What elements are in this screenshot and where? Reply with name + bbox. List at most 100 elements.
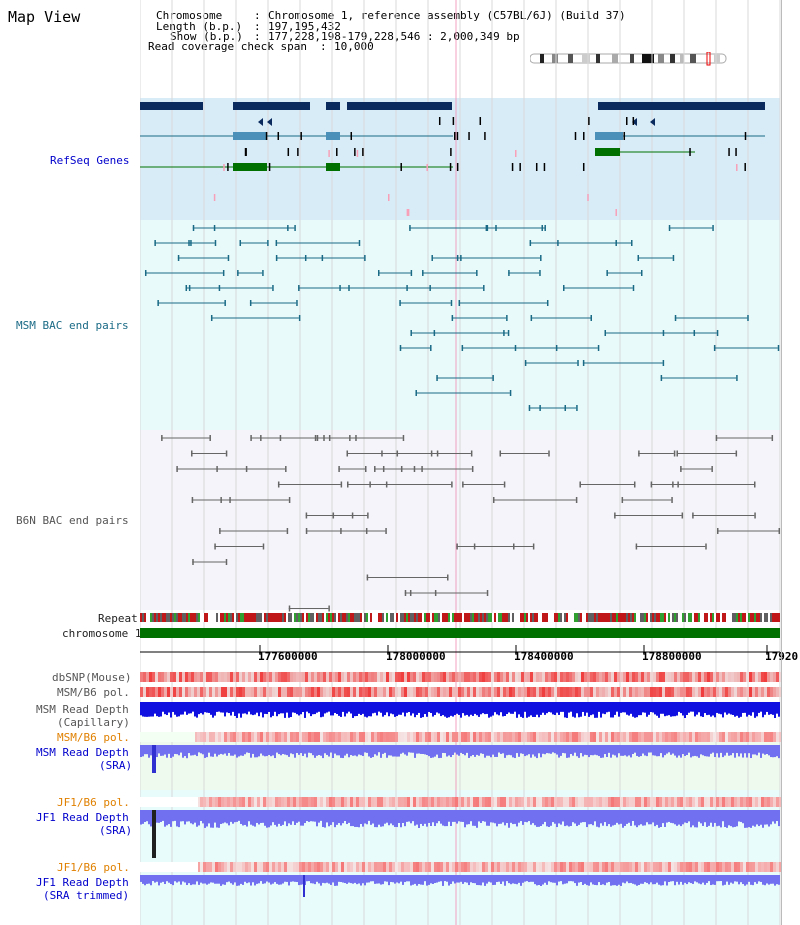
pol-heat-cell bbox=[341, 862, 344, 872]
depth-bar bbox=[664, 875, 666, 882]
pol-heat-cell bbox=[530, 862, 533, 872]
repeat-mark bbox=[222, 613, 224, 622]
gene-exon-tick bbox=[336, 148, 338, 156]
pol-heat-cell bbox=[569, 862, 572, 872]
depth-bar bbox=[324, 810, 326, 828]
depth-bar bbox=[146, 875, 148, 884]
depth-bar bbox=[686, 810, 688, 824]
depth-bar bbox=[570, 702, 572, 712]
depth-bar bbox=[332, 875, 334, 883]
pol-heat-cell bbox=[518, 797, 521, 807]
pol-heat-cell bbox=[665, 797, 668, 807]
msm-bac-end bbox=[529, 240, 532, 246]
repeat-mark bbox=[454, 613, 456, 622]
pol-heat-cell bbox=[470, 687, 473, 697]
depth-bar bbox=[616, 702, 618, 712]
track-label-dbsnp[interactable]: dbSNP(Mouse) bbox=[52, 671, 132, 684]
gene-exon-tick bbox=[277, 132, 280, 140]
depth-bar bbox=[344, 875, 346, 884]
depth-bar bbox=[342, 810, 344, 824]
repeat-mark bbox=[258, 613, 260, 622]
pol-heat-cell bbox=[608, 797, 611, 807]
depth-bar bbox=[620, 702, 622, 713]
pol-heat-cell bbox=[266, 732, 269, 742]
gene-exon-tick bbox=[287, 148, 290, 156]
pol-heat-cell bbox=[524, 862, 527, 872]
depth-bar bbox=[370, 810, 372, 825]
msm-bac-end bbox=[213, 225, 216, 231]
repeat-mark bbox=[364, 613, 366, 622]
depth-bar bbox=[762, 702, 764, 718]
track-label-jf1-depth-sra[interactable]: JF1 Read Depth bbox=[36, 811, 129, 824]
track-label-msm-depth-sra[interactable]: MSM Read Depth bbox=[36, 746, 129, 759]
track-label-b6n-bac[interactable]: B6N BAC end pairs bbox=[16, 514, 129, 527]
depth-bar bbox=[704, 702, 706, 714]
pol-heat-cell bbox=[398, 687, 401, 697]
gene-exon-tick bbox=[626, 117, 628, 125]
pol-heat-cell bbox=[242, 672, 245, 682]
track-label-jf1-b6-pol-2[interactable]: JF1/B6 pol. bbox=[57, 861, 130, 874]
b6n-bac-end bbox=[338, 466, 340, 472]
pol-heat-cell bbox=[350, 732, 353, 742]
depth-bar bbox=[678, 875, 680, 885]
depth-bar bbox=[500, 745, 502, 754]
depth-bar bbox=[140, 702, 142, 716]
depth-bar bbox=[516, 702, 518, 718]
pol-heat-cell bbox=[254, 687, 257, 697]
track-label-jf1-b6-pol[interactable]: JF1/B6 pol. bbox=[57, 796, 130, 809]
pol-heat-cell bbox=[242, 797, 245, 807]
repeat-mark bbox=[688, 613, 690, 622]
depth-bar bbox=[246, 702, 248, 715]
track-label-msm-b6-pol[interactable]: MSM/B6 pol. bbox=[57, 686, 130, 699]
pol-heat-cell bbox=[230, 732, 233, 742]
pol-heat-cell bbox=[542, 797, 545, 807]
track-label-msm-bac[interactable]: MSM BAC end pairs bbox=[16, 319, 129, 332]
repeat-mark bbox=[760, 613, 762, 622]
depth-bar bbox=[418, 745, 420, 754]
msm-bac-end bbox=[668, 225, 671, 231]
pol-heat-cell bbox=[383, 687, 386, 697]
pol-heat-cell bbox=[734, 672, 737, 682]
snp-mark bbox=[736, 164, 738, 171]
depth-bar bbox=[290, 745, 292, 754]
repeat-mark bbox=[510, 613, 512, 622]
repeat-mark bbox=[156, 613, 158, 622]
pol-heat-cell bbox=[497, 672, 500, 682]
pol-heat-cell bbox=[395, 687, 398, 697]
track-label-msm-b6-pol-2[interactable]: MSM/B6 pol. bbox=[57, 731, 130, 744]
pol-heat-cell bbox=[776, 862, 779, 872]
repeat-mark bbox=[448, 613, 450, 622]
pol-heat-cell bbox=[689, 862, 692, 872]
depth-bar bbox=[496, 810, 498, 827]
track-label-refseq[interactable]: RefSeq Genes bbox=[50, 154, 130, 167]
pol-heat-cell bbox=[203, 862, 206, 872]
depth-bar bbox=[184, 745, 186, 757]
pol-heat-cell bbox=[623, 797, 626, 807]
b6n-bac-end bbox=[262, 543, 265, 550]
repeat-mark bbox=[482, 613, 484, 622]
pol-heat-cell bbox=[443, 672, 446, 682]
pol-heat-cell bbox=[425, 797, 428, 807]
chromosome-ideogram[interactable] bbox=[530, 52, 730, 66]
b6n-bac-end bbox=[220, 497, 222, 503]
depth-bar bbox=[644, 875, 646, 883]
track-label-jf1-depth-trim[interactable]: JF1 Read Depth bbox=[36, 876, 129, 889]
depth-bar bbox=[212, 810, 214, 828]
depth-bar bbox=[762, 875, 764, 885]
depth-bar bbox=[328, 875, 330, 884]
depth-bar bbox=[474, 745, 476, 757]
pol-heat-cell bbox=[584, 797, 587, 807]
pol-heat-cell bbox=[488, 862, 491, 872]
pol-heat-cell bbox=[428, 862, 431, 872]
depth-bar bbox=[178, 810, 180, 828]
track-label-msm-depth-cap[interactable]: MSM Read Depth bbox=[36, 703, 129, 716]
pol-heat-cell bbox=[728, 732, 731, 742]
depth-bar bbox=[218, 702, 220, 712]
genome-track-panel[interactable]: 1776000001780000001784000001788000001792… bbox=[140, 0, 800, 925]
pol-heat-cell bbox=[539, 797, 542, 807]
depth-bar bbox=[698, 875, 700, 884]
depth-bar bbox=[716, 745, 718, 754]
depth-bar bbox=[466, 875, 468, 883]
depth-bar bbox=[268, 875, 270, 883]
pol-heat-cell bbox=[698, 862, 701, 872]
